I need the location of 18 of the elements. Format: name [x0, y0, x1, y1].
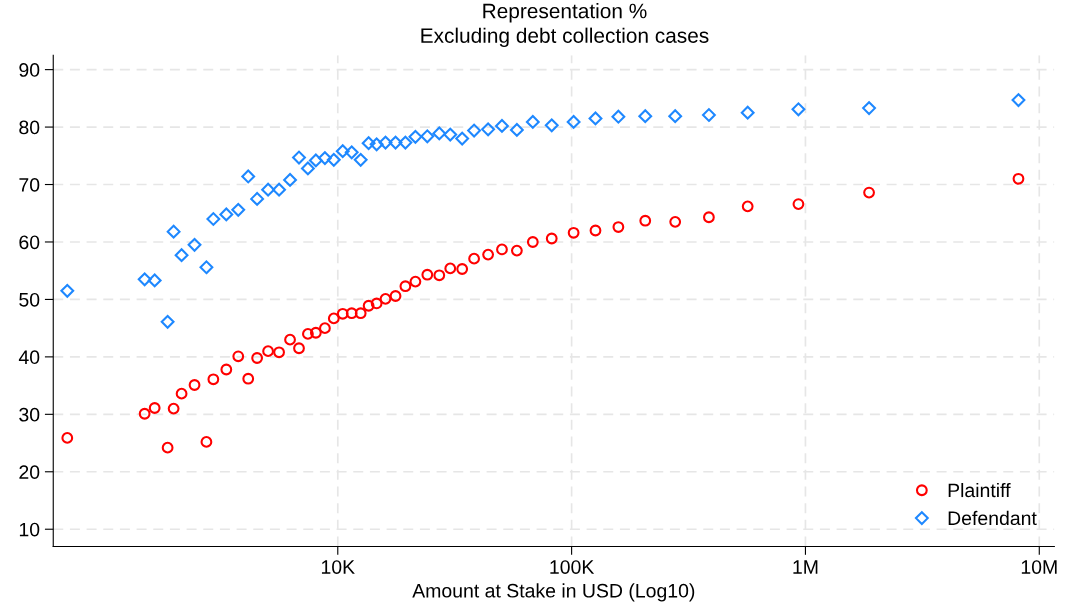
y-tick-label: 50 [19, 292, 40, 307]
legend-label: Defendant [948, 510, 1037, 526]
y-tick-label: 20 [19, 465, 40, 480]
y-tick-label: 30 [19, 407, 40, 422]
chart-title: Representation % [483, 3, 647, 23]
x-tick-label: 100K [550, 560, 595, 574]
x-tick-label: 10M [1021, 560, 1057, 574]
y-tick-label: 80 [19, 120, 40, 135]
x-tick-label: 1M [793, 560, 818, 574]
x-axis-title: Amount at Stake in USD (Log10) [412, 583, 695, 602]
x-tick-label: 10K [321, 560, 355, 574]
y-tick-label: 40 [18, 350, 40, 365]
y-tick-label: 70 [19, 177, 40, 192]
chart-subtitle: Excluding debt collection cases [421, 27, 709, 48]
y-tick-label: 90 [19, 63, 40, 77]
legend-label: Plaintiff [948, 482, 1011, 498]
y-tick-label: 10 [19, 522, 40, 537]
y-tick-label: 60 [19, 235, 40, 250]
